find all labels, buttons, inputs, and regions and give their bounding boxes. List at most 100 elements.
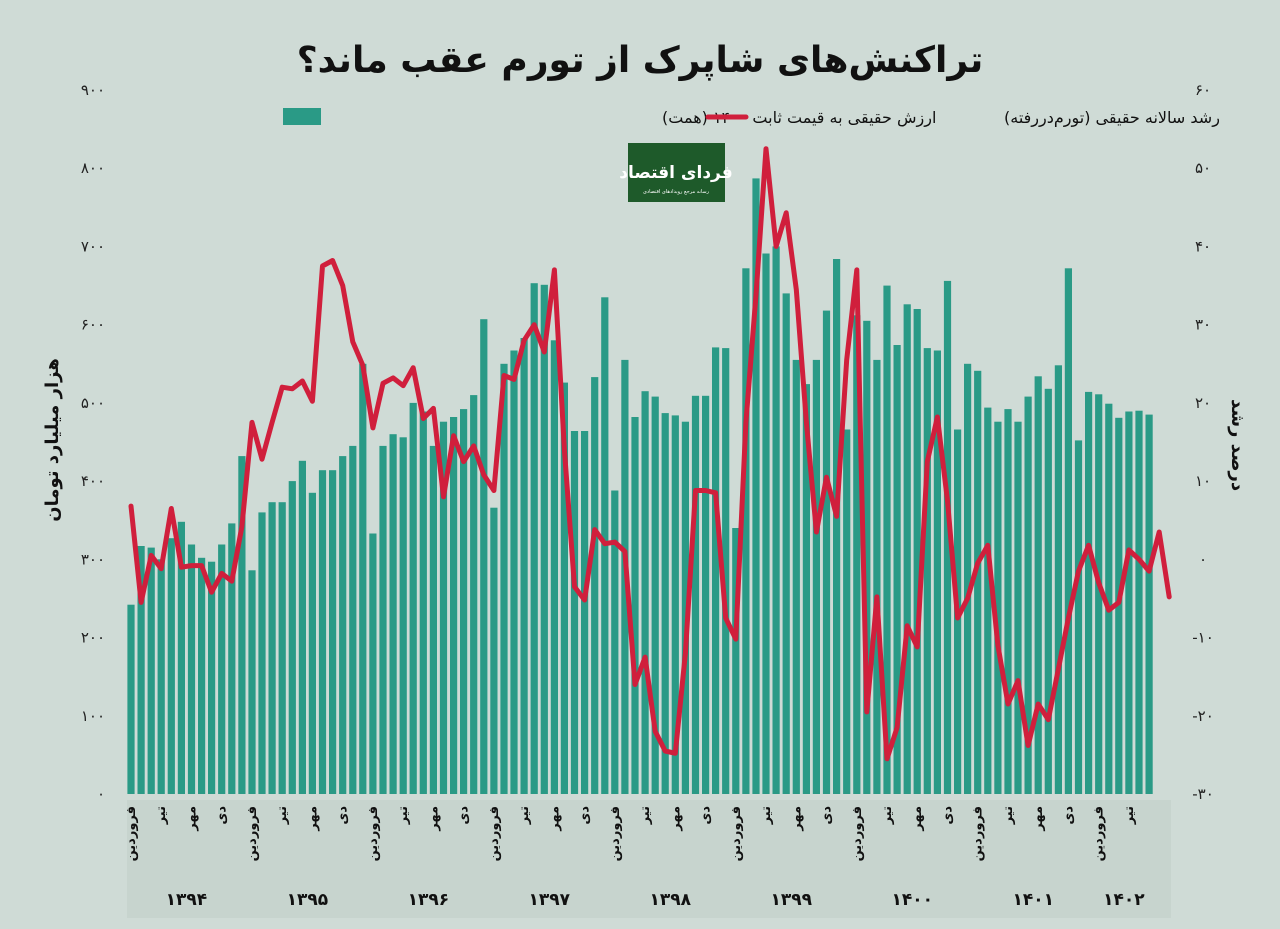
bar	[671, 415, 679, 794]
logo-background	[628, 143, 725, 202]
bar	[661, 413, 669, 794]
bar	[1135, 410, 1143, 794]
left-tick-label: ۷۰۰	[81, 237, 105, 255]
month-tick-label: تیر	[275, 806, 290, 825]
bar	[1105, 403, 1113, 794]
bar	[631, 417, 639, 794]
month-tick-label: دی	[941, 806, 956, 825]
left-tick-label: ۶۰۰	[81, 316, 105, 334]
bar	[1014, 421, 1022, 794]
bar	[167, 538, 175, 794]
bar	[1115, 417, 1123, 794]
month-labels: فروردین تیر مهر دی فروردین تیر مهر دی فروردین تیر…	[124, 806, 1137, 862]
bar	[883, 285, 891, 794]
year-label: ۱۳۹۷	[529, 890, 571, 910]
month-tick-label: فروردین	[124, 806, 139, 861]
bar	[1034, 376, 1042, 794]
bar	[893, 345, 901, 794]
bar	[369, 533, 377, 794]
bar	[288, 481, 296, 794]
left-tick-label: ۸۰۰	[81, 159, 105, 177]
bar	[732, 528, 740, 794]
left-tick-label: ۴۰۰	[81, 472, 105, 490]
bar	[258, 512, 266, 794]
month-tick-label: فروردین	[487, 806, 502, 861]
month-tick-label: تیر	[396, 806, 411, 825]
bar	[752, 178, 760, 794]
legend-bar-swatch	[283, 108, 321, 125]
month-tick-label: تیر	[154, 806, 169, 825]
month-tick-label: فروردین	[729, 806, 744, 861]
month-tick-label: دی	[215, 806, 230, 825]
right-tick-label: -۱۰	[1192, 629, 1214, 647]
bar	[691, 395, 700, 794]
month-tick-label: دی	[820, 806, 835, 825]
bar	[218, 544, 226, 794]
bar	[1044, 388, 1052, 794]
month-tick-label: فروردین	[850, 806, 865, 861]
bar	[127, 604, 135, 794]
month-tick-label: دی	[336, 806, 351, 825]
left-tick-label: ۰	[97, 785, 105, 803]
left-tick-label: ۵۰۰	[81, 394, 105, 412]
bar	[762, 253, 770, 794]
bar	[198, 557, 206, 794]
month-tick-label: دی	[578, 806, 593, 825]
month-tick-label: فروردین	[971, 806, 986, 861]
right-tick-label: -۳۰	[1192, 785, 1214, 803]
bar	[802, 384, 810, 794]
bar	[903, 304, 911, 794]
year-label: ۱۴۰۱	[1012, 890, 1054, 910]
left-tick-label: ۳۰۰	[81, 550, 105, 568]
bar	[1004, 409, 1012, 794]
month-tick-label: تیر	[517, 806, 532, 825]
right-axis-ticks: -۳۰ -۲۰ -۱۰ ۰ ۱۰ ۲۰ ۳۰ ۴۰ ۵۰ ۶۰	[1192, 81, 1214, 803]
right-tick-label: -۲۰	[1192, 707, 1214, 725]
legend: ارزش حقیقی به قیمت ثابت ۱۴۰۰ (همت) رشد س…	[283, 108, 1220, 128]
bar	[611, 490, 619, 794]
month-tick-label: تیر	[880, 806, 895, 825]
month-tick-label: تیر	[1122, 806, 1137, 825]
bar	[530, 283, 538, 794]
bar	[1064, 268, 1072, 794]
month-tick-label: تیر	[638, 806, 653, 825]
bar	[964, 363, 972, 794]
bar	[782, 293, 790, 794]
bar	[439, 421, 448, 794]
right-tick-label: ۵۰	[1195, 159, 1211, 177]
bar	[712, 347, 720, 794]
logo-tagline: رسانه مرجع رویدادهای اقتصادی	[643, 189, 710, 195]
chart-title: تراکنش‌های شاپرک از تورم عقب ماند؟	[297, 40, 983, 81]
month-tick-label: مهر	[305, 806, 320, 832]
year-labels: ۱۳۹۴ ۱۳۹۵ ۱۳۹۶ ۱۳۹۷ ۱۳۹۸ ۱۳۹۹ ۱۴۰۰ ۱۴۰۱ ۱۴۰۲	[166, 890, 1146, 910]
bar	[1085, 391, 1093, 794]
bar	[157, 559, 165, 794]
bar	[822, 310, 831, 794]
bar	[137, 546, 145, 794]
month-tick-label: دی	[457, 806, 472, 825]
logo: فردای اقتصاد رسانه مرجع رویدادهای اقتصاد…	[619, 143, 733, 202]
bar	[248, 570, 256, 794]
bar	[1054, 365, 1062, 794]
bar	[520, 338, 528, 794]
right-tick-label: ۳۰	[1195, 316, 1211, 334]
bar	[540, 284, 548, 794]
bar	[359, 363, 367, 794]
bar	[570, 431, 579, 794]
bar	[329, 470, 337, 794]
bar	[510, 350, 518, 794]
bar	[651, 396, 659, 794]
bar	[641, 391, 649, 794]
year-label: ۱۳۹۶	[408, 890, 450, 910]
bar	[742, 268, 750, 794]
bar	[208, 561, 216, 794]
bar	[873, 359, 881, 794]
bar	[923, 348, 931, 794]
bar	[853, 315, 861, 794]
month-tick-label: دی	[699, 806, 714, 825]
bar	[490, 507, 498, 794]
bar	[278, 502, 286, 794]
bar	[298, 460, 306, 794]
left-tick-label: ۲۰۰	[81, 629, 105, 647]
